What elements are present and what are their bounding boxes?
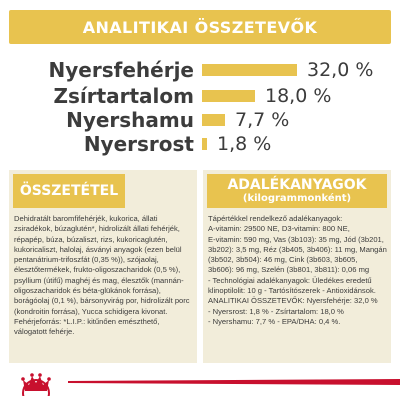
additives-title: ADALÉKANYAGOK	[227, 177, 367, 193]
additives-line: (3b502, 3b504): 46 mg, Cink (3b603, 3b60…	[208, 255, 358, 265]
additives-line: 3b606): 96 mg, Szelén (3b801, 3b811): 0,…	[208, 265, 370, 275]
nutrient-value: 1,8 %	[217, 133, 272, 155]
additives-line: Tápértékkel rendelkező adalékanyagok:	[208, 214, 343, 223]
additives-line: E-vitamin: 590 mg, Vas (3b103): 35 mg, J…	[208, 234, 384, 244]
nutrient-value: 32,0 %	[307, 59, 374, 81]
additives-line: A-vitamin: 29500 NE, D3-vitamin: 800 NE,	[208, 224, 350, 234]
composition-text: Dehidratált baromfifehérjék, kukorica, á…	[14, 214, 193, 338]
nutrient-row-protein: Nyersfehérje 32,0 %	[0, 58, 400, 82]
nutrient-row-fat: Zsírtartalom 18,0 %	[0, 84, 400, 108]
composition-header: ÖSSZETÉTEL	[13, 174, 125, 208]
nutrient-label: Nyersrost	[83, 132, 194, 156]
brand-red-line	[68, 379, 400, 385]
royal-canin-crown-logo-icon	[21, 373, 51, 396]
nutrient-label: Nyershamu	[66, 108, 194, 132]
nutrient-row-ash: Nyershamu 7,7 %	[0, 108, 400, 132]
composition-panel: ÖSSZETÉTEL Dehidratált baromfifehérjék, …	[9, 170, 197, 363]
additives-panel: ADALÉKANYAGOK (kilogrammonként) Tápérték…	[203, 170, 391, 363]
analytical-banner: ANALITIKAI ÖSSZETEVŐK	[9, 10, 391, 44]
nutrient-row-fibre: Nyersrost 1,8 %	[0, 132, 400, 156]
additives-line: - Technológiai adalékanyagok: Üledékes e…	[208, 275, 372, 285]
nutrient-value: 18,0 %	[265, 85, 332, 107]
additives-line: - Nyershamu: 7,7 % - EPA/DHA: 0,4 %.	[208, 316, 341, 326]
nutrient-bar	[202, 114, 225, 126]
nutrient-bar	[202, 90, 255, 102]
additives-line: - Nyersrost: 1,8 % - Zsírtartalom: 18,0 …	[208, 306, 344, 316]
additives-line: klinoptilolit: 10 g - Tartósítószerek - …	[208, 286, 376, 296]
additives-text: Tápértékkel rendelkező adalékanyagok: A-…	[208, 214, 387, 327]
additives-line: ANALITIKAI ÖSSZETEVŐK: Nyersfehérje: 32,…	[208, 296, 378, 306]
nutrient-value: 7,7 %	[235, 109, 290, 131]
composition-title: ÖSSZETÉTEL	[19, 182, 119, 199]
nutrient-bar	[202, 138, 207, 150]
composition-paragraph: Dehidratált baromfifehérjék, kukorica, á…	[14, 214, 190, 337]
additives-line: 3b202): 3,5 mg, Réz (3b405, 3b406): 11 m…	[208, 244, 387, 254]
banner-title: ANALITIKAI ÖSSZETEVŐK	[82, 17, 318, 37]
nutrient-bar	[202, 64, 297, 76]
nutrient-label: Nyersfehérje	[48, 58, 194, 82]
nutrient-label: Zsírtartalom	[53, 84, 194, 108]
additives-header: ADALÉKANYAGOK (kilogrammonként)	[207, 174, 387, 208]
additives-subtitle: (kilogrammonként)	[242, 193, 352, 204]
